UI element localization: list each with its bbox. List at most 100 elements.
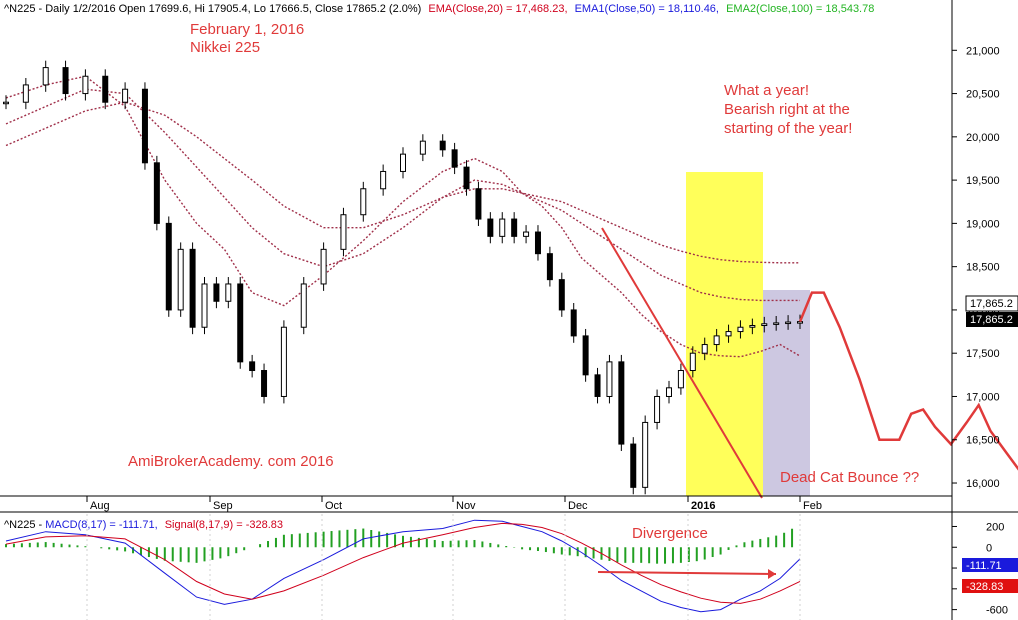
candlestick: [582, 328, 589, 382]
x-axis-ticks: Aug Sep Oct Nov Dec 2016 Feb: [86, 496, 822, 620]
candle-body: [558, 279, 565, 311]
annotation-dead-cat: Dead Cat Bounce ??: [780, 469, 919, 486]
projection-line: [798, 291, 1018, 471]
macd-header-macd: MACD(8,17) = -111.71,: [45, 519, 157, 531]
macd-value-tag: -111.71: [962, 558, 1018, 572]
candle-body: [439, 140, 446, 151]
candle-body: [546, 253, 553, 281]
candlestick: [189, 242, 196, 335]
candlestick: [713, 328, 720, 352]
candle-body: [797, 321, 803, 324]
highlight-bounce-region: [763, 290, 810, 496]
candle-body: [713, 335, 720, 346]
candle-body: [380, 170, 387, 190]
candlestick: [677, 363, 684, 395]
candlestick: [340, 207, 347, 257]
candlestick: [62, 60, 69, 101]
candlestick: [300, 277, 307, 335]
candlestick: [153, 155, 160, 231]
candle-body: [654, 395, 661, 423]
candle-body: [360, 188, 367, 216]
candlestick: [475, 181, 482, 226]
candlestick: [594, 367, 601, 404]
x-tick-label: Sep: [213, 500, 233, 512]
y-axis-ticks: 16,00016,50017,00017,50018,00018,50019,0…: [952, 45, 1000, 490]
header-ema100: EMA2(Close,100) = 18,543.78: [726, 3, 874, 15]
candle-body: [237, 283, 244, 363]
candlestick: [360, 181, 367, 222]
candlestick: [737, 320, 744, 339]
candlestick: [419, 134, 426, 162]
candlestick: [701, 337, 708, 361]
annotation-index: Nikkei 225: [190, 39, 260, 56]
macd-header-signal: Signal(8,17,9) = -328.83: [165, 519, 283, 531]
ema-line-3: [5, 101, 800, 264]
candle-body: [665, 387, 672, 397]
candlestick: [570, 303, 577, 343]
macd-y-tick-label: -600: [986, 605, 1008, 617]
candle-body: [725, 331, 732, 337]
candle-body: [165, 222, 172, 311]
candlestick: [237, 277, 244, 369]
candlestick: [642, 415, 649, 495]
candlestick: [558, 272, 565, 317]
ema-line-2: [5, 88, 800, 302]
candlestick: [165, 216, 172, 317]
macd-header-text: ^N225 - MACD(8,17) = -111.71, Signal(8,1…: [4, 519, 283, 531]
candle-body: [451, 149, 458, 168]
candlestick: [534, 225, 541, 261]
candlestick: [511, 212, 518, 244]
candlestick: [618, 354, 625, 451]
macd-plot: [5, 519, 801, 613]
candlestick: [451, 142, 458, 175]
candlestick: [201, 277, 208, 335]
candlestick: [177, 242, 184, 317]
candle-body: [102, 75, 109, 103]
price-tag-lower: 17,865.2: [966, 312, 1018, 327]
candlestick: [523, 225, 530, 244]
divergence-arrow-head: [768, 569, 776, 579]
candlestick: [463, 160, 470, 196]
candlestick: [82, 69, 89, 101]
y-tick-label: 17,000: [966, 391, 1000, 403]
candle-body: [594, 374, 601, 397]
candlestick: [213, 277, 220, 309]
candlestick: [487, 212, 494, 244]
y-tick-label: 17,500: [966, 348, 1000, 360]
candle-body: [582, 335, 589, 376]
candlestick: [654, 389, 661, 430]
candle-body: [701, 344, 708, 354]
x-tick-label: Feb: [803, 500, 822, 512]
price-tag-lower-text: 17,865.2: [970, 314, 1013, 326]
candlestick: [630, 437, 637, 495]
candle-body: [320, 248, 327, 285]
candle-body: [534, 231, 541, 255]
price-plot: [3, 60, 1018, 499]
annotation-note-1: What a year!: [724, 82, 809, 99]
candle-body: [22, 84, 29, 103]
y-tick-label: 16,500: [966, 435, 1000, 447]
candle-body: [82, 75, 89, 95]
signal-value-tag: -328.83: [962, 579, 1018, 593]
candle-body: [261, 370, 268, 397]
macd-y-tick-label: 0: [986, 542, 992, 554]
x-tick-label: Oct: [325, 500, 342, 512]
candlestick: [499, 212, 506, 244]
x-tick-label: Aug: [90, 500, 110, 512]
candle-body: [737, 326, 744, 333]
candlestick: [725, 324, 732, 343]
macd-y-tick-label: 200: [986, 521, 1004, 533]
candle-body: [749, 325, 756, 328]
candle-body: [177, 248, 184, 311]
candle-body: [42, 67, 49, 86]
candlestick: [280, 320, 287, 404]
candle-body: [280, 326, 287, 397]
candle-body: [487, 218, 494, 237]
candlestick: [141, 82, 148, 170]
candlestick: [439, 134, 446, 157]
y-tick-label: 20,500: [966, 89, 1000, 101]
candle-body: [153, 162, 160, 224]
candlestick: [773, 315, 780, 331]
candle-body: [62, 67, 69, 95]
